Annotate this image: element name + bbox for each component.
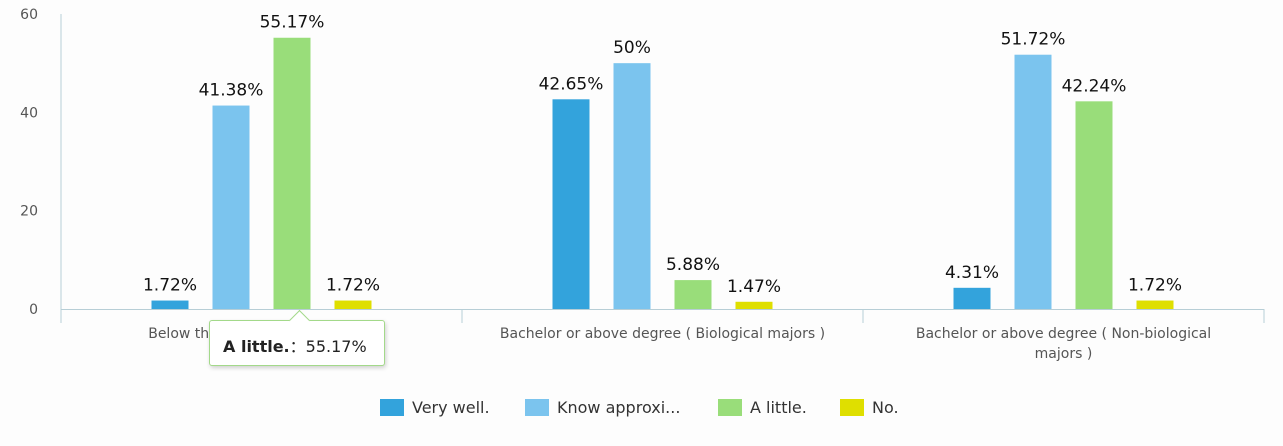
data-label: 42.24% bbox=[1062, 76, 1127, 96]
bar bbox=[613, 63, 651, 309]
legend-item[interactable]: Very well. bbox=[380, 396, 490, 418]
bar bbox=[552, 99, 590, 309]
chart-tooltip: A little.：55.17% bbox=[209, 309, 385, 366]
data-label: 51.72% bbox=[1001, 30, 1066, 50]
legend-swatch bbox=[525, 398, 549, 416]
legend-swatch bbox=[840, 398, 864, 416]
chart-legend: Very well. Know approxi... A little. No. bbox=[0, 396, 1283, 418]
bar bbox=[212, 105, 250, 309]
data-label: 50% bbox=[613, 38, 651, 58]
y-tick-label: 0 bbox=[29, 302, 38, 318]
legend-item[interactable]: Know approxi... bbox=[525, 396, 680, 418]
data-label: 5.88% bbox=[666, 255, 720, 275]
legend-item[interactable]: No. bbox=[840, 396, 899, 418]
bar bbox=[953, 287, 991, 309]
data-label: 1.72% bbox=[1128, 276, 1182, 296]
data-label: 1.47% bbox=[727, 277, 781, 297]
legend-swatch bbox=[718, 398, 742, 416]
legend-label: Know approxi... bbox=[557, 397, 681, 417]
bar bbox=[1075, 101, 1113, 309]
bar bbox=[1014, 54, 1052, 310]
x-tick-label: Bachelor or above degree ( Biological ma… bbox=[500, 326, 825, 342]
data-label: 1.72% bbox=[143, 276, 197, 296]
data-label: 1.72% bbox=[326, 276, 380, 296]
bar bbox=[1136, 300, 1174, 309]
x-tick-label: Bachelor or above degree ( Non-biologica… bbox=[916, 326, 1211, 342]
tooltip-separator: ： bbox=[289, 337, 306, 356]
tooltip-value: 55.17% bbox=[305, 337, 367, 356]
data-label: 55.17% bbox=[260, 13, 325, 33]
data-label: 41.38% bbox=[199, 81, 264, 101]
data-label: 4.31% bbox=[945, 263, 999, 283]
bar bbox=[674, 280, 712, 309]
x-tick-label: majors ) bbox=[1035, 346, 1093, 362]
bar bbox=[151, 300, 189, 309]
legend-label: Very well. bbox=[412, 397, 490, 417]
legend-label: A little. bbox=[750, 397, 807, 417]
data-label: 42.65% bbox=[539, 74, 604, 94]
bar bbox=[273, 37, 311, 310]
legend-item[interactable]: A little. bbox=[718, 396, 807, 418]
y-tick-label: 40 bbox=[20, 105, 38, 121]
legend-swatch bbox=[380, 398, 404, 416]
bar bbox=[334, 300, 372, 309]
y-tick-label: 60 bbox=[20, 7, 38, 23]
y-tick-label: 20 bbox=[20, 204, 38, 220]
legend-label: No. bbox=[872, 397, 899, 417]
tooltip-series-name: A little. bbox=[223, 337, 290, 356]
bar bbox=[735, 301, 773, 309]
